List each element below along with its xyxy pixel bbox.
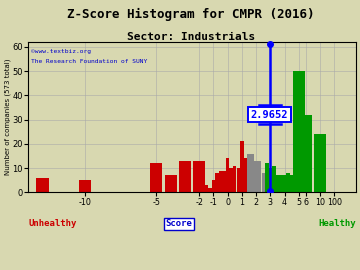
Bar <box>265 163 269 193</box>
Bar <box>244 158 247 193</box>
Bar <box>293 71 305 193</box>
Bar <box>204 185 208 193</box>
Bar <box>294 176 297 193</box>
Bar <box>226 158 229 193</box>
Text: Sector: Industrials: Sector: Industrials <box>127 32 255 42</box>
Bar <box>272 166 276 193</box>
Text: The Research Foundation of SUNY: The Research Foundation of SUNY <box>31 59 147 64</box>
Text: Unhealthy: Unhealthy <box>28 220 77 228</box>
Bar <box>233 166 237 193</box>
Bar <box>290 176 293 193</box>
Bar <box>229 168 233 193</box>
Bar <box>179 161 191 193</box>
Text: 2.9652: 2.9652 <box>251 110 288 120</box>
Bar <box>269 168 272 193</box>
Bar <box>255 161 258 193</box>
Bar <box>247 154 251 193</box>
Bar <box>165 176 177 193</box>
Bar <box>215 173 219 193</box>
Text: ©www.textbiz.org: ©www.textbiz.org <box>31 49 91 54</box>
Bar <box>219 171 222 193</box>
Bar <box>79 180 91 193</box>
Bar <box>193 161 205 193</box>
Bar <box>314 134 326 193</box>
Bar <box>283 176 286 193</box>
Bar <box>240 141 244 193</box>
Bar <box>150 163 162 193</box>
Text: Healthy: Healthy <box>318 220 356 228</box>
Bar <box>262 173 265 193</box>
Bar <box>208 188 212 193</box>
Bar <box>300 115 312 193</box>
Bar <box>276 176 279 193</box>
Bar <box>201 188 204 193</box>
Bar <box>237 168 240 193</box>
Bar <box>287 173 290 193</box>
Bar <box>279 176 283 193</box>
Bar <box>212 180 215 193</box>
Bar <box>314 188 326 193</box>
Text: Z-Score Histogram for CMPR (2016): Z-Score Histogram for CMPR (2016) <box>67 8 315 21</box>
Bar <box>258 161 261 193</box>
Text: Score: Score <box>166 220 192 228</box>
Y-axis label: Number of companies (573 total): Number of companies (573 total) <box>4 59 11 176</box>
Bar <box>36 178 49 193</box>
Bar <box>222 171 226 193</box>
Bar <box>251 154 254 193</box>
